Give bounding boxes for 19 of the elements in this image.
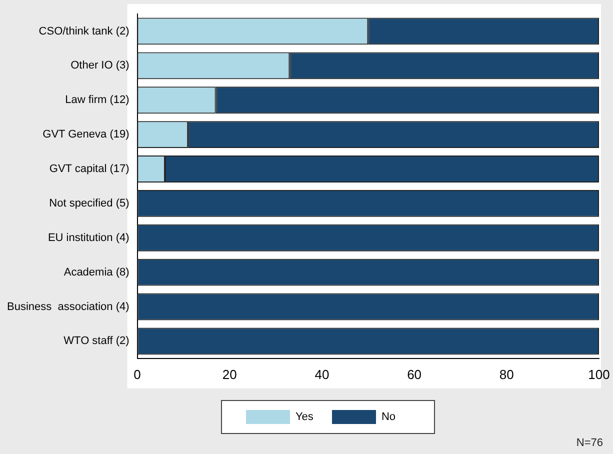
x-tick-label: 0	[134, 366, 141, 382]
x-tick-label: 80	[499, 366, 514, 382]
legend-label: No	[381, 411, 396, 423]
x-tick-label: 20	[222, 366, 237, 382]
legend-label: Yes	[295, 411, 314, 423]
x-tick-label: 40	[314, 366, 330, 382]
y-tick-label: Not specified (5)	[49, 197, 130, 210]
y-tick-label: Other IO (3)	[70, 60, 130, 72]
y-tick-label: EU institution (4)	[48, 232, 130, 244]
text: N=76	[576, 437, 603, 449]
x-tick-label: 60	[407, 366, 422, 382]
y-tick-label: GVT capital (17)	[49, 163, 130, 176]
y-tick-label: GVT Geneva (19)	[42, 128, 130, 141]
y-tick-label: CSO/think tank (2)	[38, 25, 130, 38]
y-tick-label: Law firm (12)	[65, 94, 130, 106]
y-tick-label: Academia (8)	[64, 266, 130, 278]
y-tick-label: Business association (4)	[6, 300, 130, 313]
y-tick-label: WTO staff (2)	[64, 335, 130, 348]
x-tick-label: 100	[588, 366, 610, 382]
